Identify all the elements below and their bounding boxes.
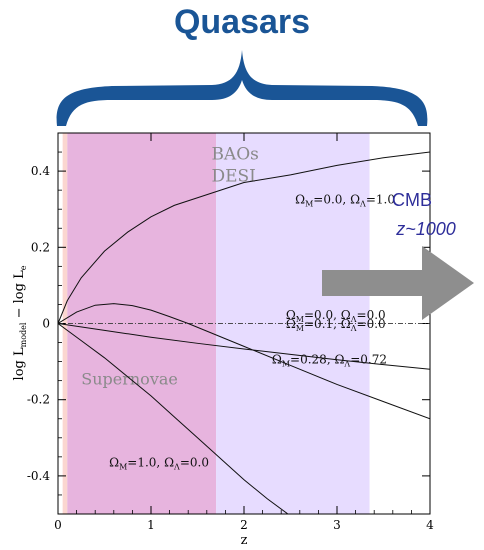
curve-labels: ΩM=0.0, ΩΛ=1.0 ΩM=0.0, ΩΛ=0.0ΩM=0.1, ΩΛ=0…: [109, 192, 395, 471]
series-line-4: [58, 323, 289, 514]
cmb-redshift-label: z~1000: [395, 219, 456, 239]
x-tick-label: 1: [147, 518, 155, 532]
x-tick-label: 2: [240, 518, 248, 532]
x-tick-label: 3: [333, 518, 341, 532]
y-tick-label: 0.2: [31, 240, 50, 254]
axis-ticks: 0 1 2 3 4 0.4 0.2 0 -0.2 -0.4: [27, 132, 434, 532]
curve-label-3: ΩM=0.28, ΩΛ=0.72: [272, 353, 387, 369]
brace-icon: [56, 50, 428, 126]
curve-label-2: ΩM=0.1, ΩΛ=0.0: [286, 317, 386, 333]
x-tick-label: 0: [54, 518, 62, 532]
y-tick-label: -0.4: [27, 469, 51, 483]
y-tick-label: 0: [42, 317, 50, 331]
cmb-arrow-icon: [322, 246, 474, 320]
y-tick-label: -0.2: [27, 393, 50, 407]
x-axis-label: z: [241, 533, 248, 548]
x-tick-label: 4: [426, 518, 434, 532]
curve-label-0: ΩM=0.0, ΩΛ=1.0: [295, 192, 395, 208]
band-label-bao-line-1: DESI: [211, 167, 255, 187]
y-axis-label: log Lmodel − log Le: [12, 265, 28, 380]
series-line-0: [58, 151, 430, 324]
series-group: [58, 151, 430, 514]
series-line-2: [58, 323, 430, 370]
series-line-3: [58, 303, 430, 420]
curve-label-4: ΩM=1.0, ΩΛ=0.0: [109, 455, 209, 471]
y-tick-label: 0.4: [31, 164, 50, 178]
curve-label-1: ΩM=0.0, ΩΛ=0.0: [286, 308, 386, 324]
cmb-label: CMB: [392, 190, 432, 210]
band-label-bao-line-0: BAOs: [211, 145, 258, 165]
banner-title: Quasars: [174, 3, 310, 41]
